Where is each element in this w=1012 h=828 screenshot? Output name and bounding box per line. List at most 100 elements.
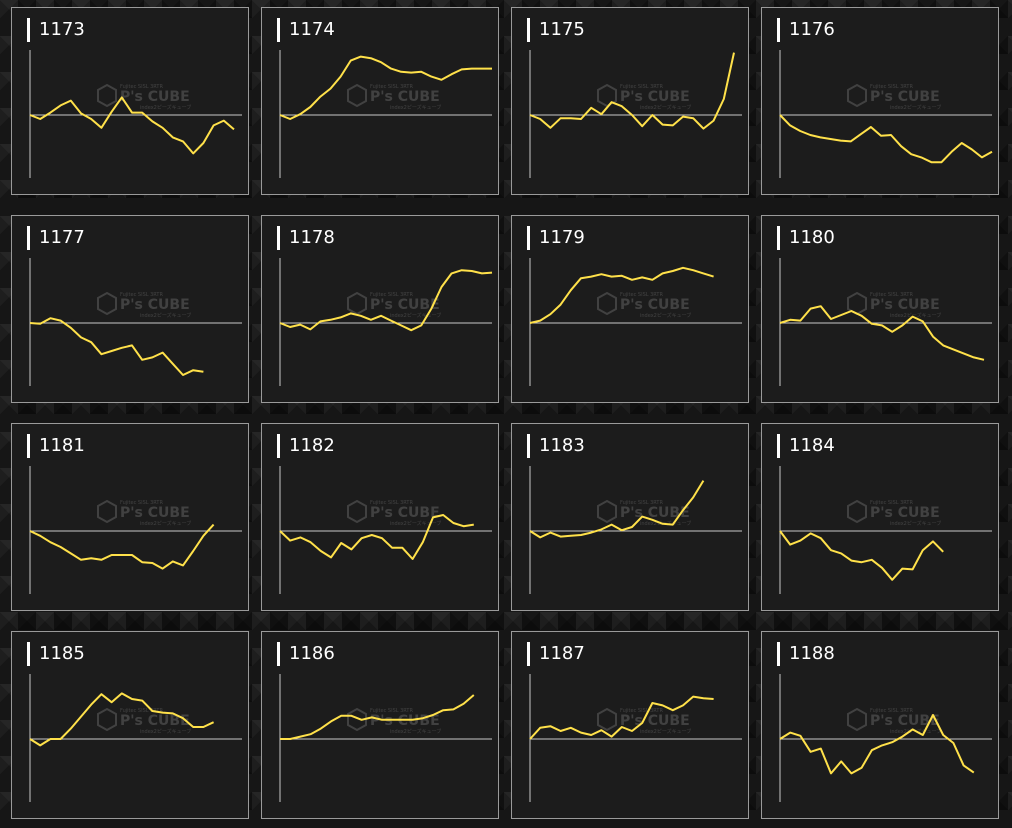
- watermark-cube-icon: [347, 707, 367, 732]
- watermark-brand: P's CUBE: [620, 297, 690, 313]
- chart-title: 1175: [527, 18, 585, 42]
- watermark-cube-icon: [97, 499, 117, 524]
- watermark-top-line: Fujitec SISL 3RTR: [620, 500, 663, 506]
- chart-title: 1186: [277, 642, 335, 666]
- watermark-cube-icon: [97, 83, 117, 108]
- series-line: [279, 269, 493, 332]
- watermark-brand: P's CUBE: [870, 89, 940, 105]
- watermark-bottom-line: index2ピーズキューブ: [640, 728, 691, 735]
- chart-title: 1180: [777, 226, 835, 250]
- watermark-bottom-line: index2ピーズキューブ: [640, 312, 691, 319]
- watermark-top-line: Fujitec SISL 3RTR: [120, 708, 163, 714]
- chart-panel: P's CUBE Fujitec SISL 3RTR index2ピーズキューブ 11…: [261, 631, 499, 819]
- watermark-cube-icon: [597, 499, 617, 524]
- series-line: [779, 305, 985, 361]
- watermark-cube-icon: [847, 83, 867, 108]
- watermark-brand: P's CUBE: [120, 297, 190, 313]
- series-line: [29, 96, 235, 155]
- chart-panel: P's CUBE Fujitec SISL 3RTR index2ピーズキューブ 11…: [11, 7, 249, 195]
- chart-panel: P's CUBE Fujitec SISL 3RTR index2ピーズキューブ 11…: [11, 631, 249, 819]
- watermark-bottom-line: index2ピーズキューブ: [390, 728, 441, 735]
- chart-panel: P's CUBE Fujitec SISL 3RTR index2ピーズキューブ 11…: [511, 7, 749, 195]
- watermark-top-line: Fujitec SISL 3RTR: [370, 292, 413, 298]
- watermark-top-line: Fujitec SISL 3RTR: [370, 84, 413, 90]
- watermark-cube-icon: [597, 291, 617, 316]
- watermark-bottom-line: index2ピーズキューブ: [140, 104, 191, 111]
- chart-panel: P's CUBE Fujitec SISL 3RTR index2ピーズキューブ 11…: [511, 631, 749, 819]
- series-line: [529, 695, 714, 740]
- chart-panel: P's CUBE Fujitec SISL 3RTR index2ピーズキューブ 11…: [761, 215, 999, 403]
- series-line: [29, 523, 215, 570]
- series-line: [279, 55, 492, 120]
- watermark-brand: P's CUBE: [620, 89, 690, 105]
- series-line: [779, 714, 975, 775]
- chart-panel: P's CUBE Fujitec SISL 3RTR index2ピーズキューブ 11…: [11, 423, 249, 611]
- watermark-top-line: Fujitec SISL 3RTR: [870, 708, 913, 714]
- chart-panel: P's CUBE Fujitec SISL 3RTR index2ピーズキューブ 11…: [511, 423, 749, 611]
- watermark-brand: P's CUBE: [370, 89, 440, 105]
- watermark-bottom-line: index2ピーズキューブ: [890, 312, 941, 319]
- watermark-brand: P's CUBE: [120, 89, 190, 105]
- chart-panel: P's CUBE Fujitec SISL 3RTR index2ピーズキューブ 11…: [261, 7, 499, 195]
- chart-title: 1181: [27, 434, 85, 458]
- watermark-brand: P's CUBE: [370, 297, 440, 313]
- watermark-cube-icon: [347, 499, 367, 524]
- watermark-cube-icon: [847, 291, 867, 316]
- watermark-cube-icon: [97, 707, 117, 732]
- chart-title: 1188: [777, 642, 835, 666]
- watermark-bottom-line: index2ピーズキューブ: [890, 520, 941, 527]
- series-line: [779, 530, 944, 581]
- chart-panel: P's CUBE Fujitec SISL 3RTR index2ピーズキューブ 11…: [261, 423, 499, 611]
- watermark-cube-icon: [347, 291, 367, 316]
- watermark-cube-icon: [847, 499, 867, 524]
- watermark-cube-icon: [597, 83, 617, 108]
- watermark-brand: P's CUBE: [120, 713, 190, 729]
- chart-title: 1187: [527, 642, 585, 666]
- watermark-brand: P's CUBE: [870, 713, 940, 729]
- series-line: [29, 317, 204, 376]
- chart-panel: P's CUBE Fujitec SISL 3RTR index2ピーズキューブ 11…: [511, 215, 749, 403]
- chart-title: 1173: [27, 18, 85, 42]
- chart-title: 1184: [777, 434, 835, 458]
- series-line: [279, 514, 474, 560]
- series-line: [529, 266, 714, 324]
- watermark-brand: P's CUBE: [870, 297, 940, 313]
- chart-title: 1176: [777, 18, 835, 42]
- chart-title: 1183: [527, 434, 585, 458]
- watermark-brand: P's CUBE: [370, 505, 440, 521]
- watermark-cube-icon: [597, 707, 617, 732]
- watermark-top-line: Fujitec SISL 3RTR: [120, 500, 163, 506]
- chart-title: 1177: [27, 226, 85, 250]
- watermark-top-line: Fujitec SISL 3RTR: [120, 84, 163, 90]
- chart-panel: P's CUBE Fujitec SISL 3RTR index2ピーズキューブ 11…: [11, 215, 249, 403]
- watermark-brand: P's CUBE: [120, 505, 190, 521]
- watermark-top-line: Fujitec SISL 3RTR: [870, 292, 913, 298]
- chart-panel: P's CUBE Fujitec SISL 3RTR index2ピーズキューブ 11…: [761, 423, 999, 611]
- series-line: [779, 114, 993, 164]
- watermark-top-line: Fujitec SISL 3RTR: [370, 708, 413, 714]
- watermark-top-line: Fujitec SISL 3RTR: [620, 292, 663, 298]
